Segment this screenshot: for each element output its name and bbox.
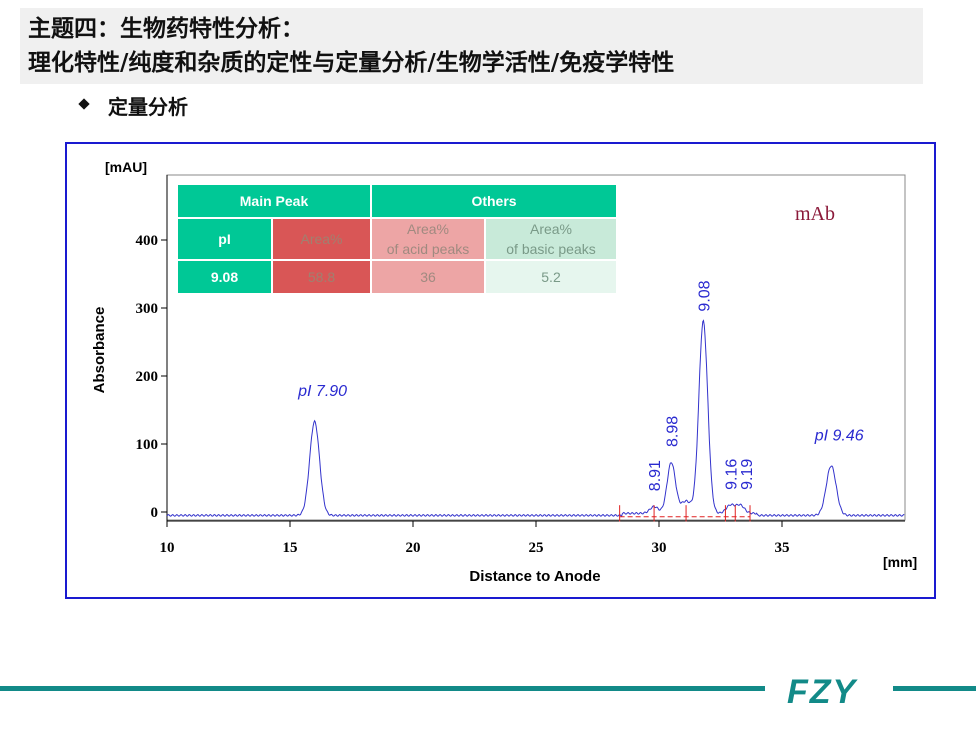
peak-label: 9.08 [696, 280, 713, 311]
chart-frame [65, 142, 936, 599]
x-tick-label: 35 [775, 540, 790, 556]
x-tick-label: 20 [406, 540, 421, 556]
header-pi: pI [178, 219, 271, 259]
peak-label: 9.16 [723, 459, 740, 490]
x-tick-label: 10 [160, 540, 175, 556]
header-basic: Area% of basic peaks [486, 219, 616, 259]
x-tick-label: 30 [652, 540, 667, 556]
peak-label: 8.98 [664, 416, 681, 447]
header-others: Others [372, 185, 616, 217]
section-subtitle: 定量分析 [108, 95, 188, 119]
y-axis-label: Absorbance [91, 307, 108, 394]
sample-label: mAb [795, 203, 835, 225]
y-tick-label: 0 [151, 505, 159, 521]
y-tick-label: 100 [136, 437, 159, 453]
peak-label: 8.91 [647, 460, 664, 491]
footer-line-left [0, 686, 765, 691]
value-pi: 9.08 [178, 261, 271, 293]
y-tick-label: 400 [136, 233, 159, 249]
x-unit: [mm] [883, 554, 917, 570]
header-acid: Area% of acid peaks [372, 219, 484, 259]
header-area: Area% [273, 219, 370, 259]
y-tick-label: 300 [136, 301, 159, 317]
results-table: Main Peak Others pI Area% Area% of acid p… [176, 183, 618, 295]
value-basic: 5.2 [486, 261, 616, 293]
title-banner [20, 8, 923, 84]
value-area: 58.8 [273, 261, 370, 293]
x-axis-label: Distance to Anode [469, 568, 600, 585]
peak-label: pI 7.90 [297, 383, 347, 400]
peak-label: pI 9.46 [814, 427, 864, 444]
y-tick-label: 200 [136, 369, 159, 385]
page-title: 主题四：生物药特性分析： 理化特性/纯度和杂质的定性与定量分析/生物学活性/免疫学… [28, 16, 675, 76]
fzy-logo: FZY [787, 673, 858, 711]
x-tick-label: 25 [529, 540, 544, 556]
footer-line-right [893, 686, 976, 691]
value-acid: 36 [372, 261, 484, 293]
y-unit: [mAU] [105, 159, 147, 175]
header-main-peak: Main Peak [178, 185, 370, 217]
peak-label: 9.19 [739, 459, 756, 490]
trace-line [166, 319, 905, 518]
x-tick-label: 15 [283, 540, 298, 556]
